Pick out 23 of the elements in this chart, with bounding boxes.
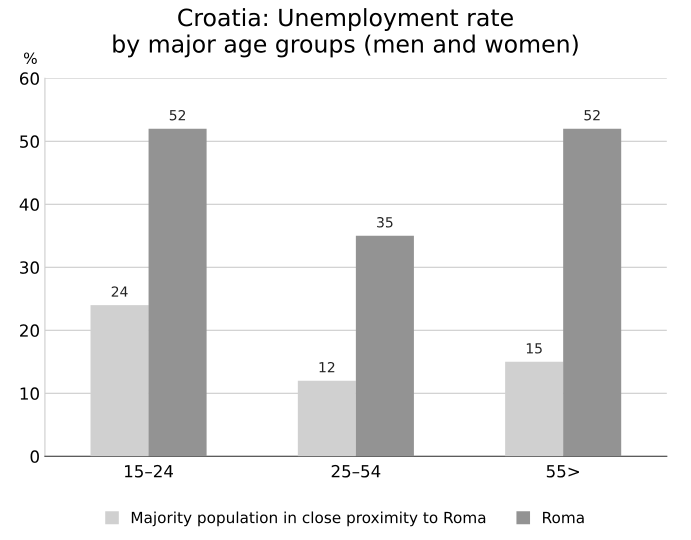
y-tick-label: 40 (20, 198, 39, 211)
y-tick-label: 0 (30, 450, 39, 463)
data-label: 15 (526, 343, 542, 354)
y-tick-label: 30 (20, 261, 39, 274)
bar (563, 128, 622, 456)
legend-label: Roma (543, 512, 584, 524)
data-label: 52 (170, 110, 186, 120)
chart-title: Croatia: Unemployment rate by major age groups (men and women) (113, 8, 578, 58)
data-label: 52 (584, 110, 600, 120)
data-label: 35 (377, 217, 393, 228)
y-tick-label: 50 (20, 135, 39, 148)
data-label: 24 (112, 286, 128, 297)
bar (356, 236, 414, 456)
bar (148, 128, 207, 456)
y-tick-label: 20 (20, 324, 39, 337)
legend-label: Majority population in close proximity to Roma (132, 511, 486, 526)
y-tick-label: 10 (20, 387, 39, 400)
y-tick-label: 60 (20, 72, 39, 85)
y-axis-title: % (24, 52, 37, 64)
x-tick-label: 25–54 (332, 464, 380, 478)
data-label: 12 (320, 362, 334, 372)
x-tick-label: 15–24 (125, 464, 174, 478)
x-tick-label: 55> (546, 465, 579, 478)
